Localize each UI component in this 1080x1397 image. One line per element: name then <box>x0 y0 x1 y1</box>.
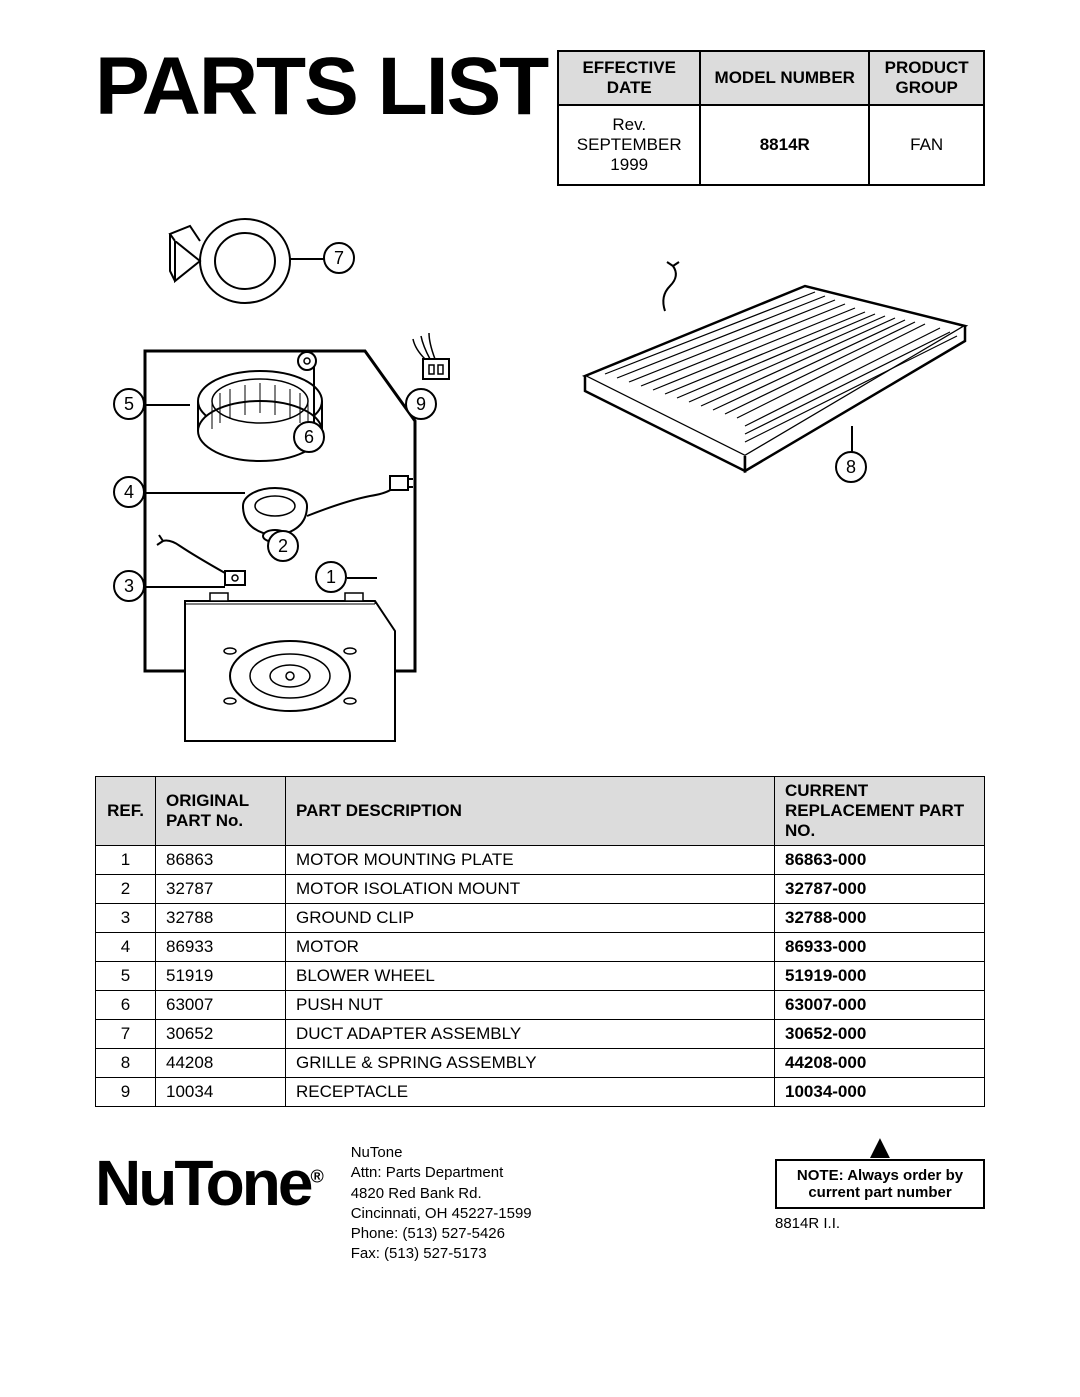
cell-orig: 30652 <box>156 1020 286 1049</box>
cell-desc: GROUND CLIP <box>286 904 775 933</box>
callout-4: 4 <box>113 476 145 508</box>
duct-adapter-drawing <box>145 216 305 311</box>
callout-5: 5 <box>113 388 145 420</box>
cell-curr: 32787-000 <box>775 875 985 904</box>
table-row: 844208GRILLE & SPRING ASSEMBLY44208-000 <box>96 1049 985 1078</box>
address-line: 4820 Red Bank Rd. <box>351 1184 745 1204</box>
info-effective-date: Rev. SEPTEMBER 1999 <box>558 105 700 185</box>
document-id: 8814R I.I. <box>775 1215 840 1232</box>
cell-curr: 86933-000 <box>775 933 985 962</box>
logo-text: NuTone <box>95 1147 310 1219</box>
nutone-logo: NuTone® <box>95 1137 321 1215</box>
callout-7: 7 <box>323 242 355 274</box>
cell-curr: 86863-000 <box>775 846 985 875</box>
arrow-up-icon: ▲ <box>863 1137 897 1157</box>
callout-3: 3 <box>113 570 145 602</box>
cell-desc: RECEPTACLE <box>286 1078 775 1107</box>
cell-ref: 2 <box>96 875 156 904</box>
table-row: 232787MOTOR ISOLATION MOUNT32787-000 <box>96 875 985 904</box>
table-row: 551919BLOWER WHEEL51919-000 <box>96 962 985 991</box>
leader-1 <box>347 577 377 579</box>
address-line: NuTone <box>351 1143 745 1163</box>
cell-desc: MOTOR MOUNTING PLATE <box>286 846 775 875</box>
leader-7 <box>290 258 325 260</box>
info-date-text: Rev. SEPTEMBER 1999 <box>577 115 682 174</box>
table-row: 730652DUCT ADAPTER ASSEMBLY30652-000 <box>96 1020 985 1049</box>
table-row: 186863MOTOR MOUNTING PLATE86863-000 <box>96 846 985 875</box>
callout-8: 8 <box>835 451 867 483</box>
leader-8 <box>851 426 853 452</box>
parts-header-curr: CURRENT REPLACEMENT PART NO. <box>775 777 985 846</box>
cell-orig: 32787 <box>156 875 286 904</box>
page-title: PARTS LIST <box>95 48 547 126</box>
info-table: EFFECTIVE DATE MODEL NUMBER PRODUCT GROU… <box>557 50 985 186</box>
parts-header-orig: ORIGINAL PART No. <box>156 777 286 846</box>
cell-curr: 10034-000 <box>775 1078 985 1107</box>
cell-desc: PUSH NUT <box>286 991 775 1020</box>
info-header-model: MODEL NUMBER <box>700 51 869 105</box>
receptacle-drawing <box>405 331 465 386</box>
info-header-group: PRODUCT GROUP <box>869 51 984 105</box>
cell-ref: 4 <box>96 933 156 962</box>
cell-curr: 30652-000 <box>775 1020 985 1049</box>
callout-2: 2 <box>267 530 299 562</box>
leader-4 <box>145 492 245 494</box>
cell-orig: 51919 <box>156 962 286 991</box>
table-row: 332788GROUND CLIP32788-000 <box>96 904 985 933</box>
address-line: Fax: (513) 527-5173 <box>351 1244 745 1264</box>
cell-desc: DUCT ADAPTER ASSEMBLY <box>286 1020 775 1049</box>
cell-desc: MOTOR ISOLATION MOUNT <box>286 875 775 904</box>
cell-orig: 86863 <box>156 846 286 875</box>
cell-desc: MOTOR <box>286 933 775 962</box>
parts-table: REF. ORIGINAL PART No. PART DESCRIPTION … <box>95 776 985 1107</box>
callout-1: 1 <box>315 561 347 593</box>
cell-curr: 44208-000 <box>775 1049 985 1078</box>
registered-icon: ® <box>310 1167 320 1187</box>
callout-9: 9 <box>405 388 437 420</box>
info-model-number: 8814R <box>700 105 869 185</box>
order-note: NOTE: Always order by current part numbe… <box>775 1159 985 1209</box>
cell-curr: 63007-000 <box>775 991 985 1020</box>
exploded-diagram: 7 <box>95 206 985 766</box>
cell-orig: 63007 <box>156 991 286 1020</box>
table-row: 663007PUSH NUT63007-000 <box>96 991 985 1020</box>
cell-ref: 3 <box>96 904 156 933</box>
footer: NuTone® NuToneAttn: Parts Department4820… <box>95 1137 985 1265</box>
cell-desc: BLOWER WHEEL <box>286 962 775 991</box>
cell-ref: 5 <box>96 962 156 991</box>
cell-ref: 6 <box>96 991 156 1020</box>
cell-curr: 51919-000 <box>775 962 985 991</box>
cell-ref: 8 <box>96 1049 156 1078</box>
parts-header-ref: REF. <box>96 777 156 846</box>
table-row: 910034RECEPTACLE10034-000 <box>96 1078 985 1107</box>
cell-orig: 10034 <box>156 1078 286 1107</box>
cell-desc: GRILLE & SPRING ASSEMBLY <box>286 1049 775 1078</box>
leader-3 <box>145 586 225 588</box>
cell-ref: 7 <box>96 1020 156 1049</box>
leader-6 <box>313 366 315 424</box>
address-line: Attn: Parts Department <box>351 1163 745 1183</box>
address-line: Phone: (513) 527-5426 <box>351 1224 745 1244</box>
info-header-date: EFFECTIVE DATE <box>558 51 700 105</box>
cell-curr: 32788-000 <box>775 904 985 933</box>
cell-orig: 32788 <box>156 904 286 933</box>
cell-orig: 86933 <box>156 933 286 962</box>
parts-header-desc: PART DESCRIPTION <box>286 777 775 846</box>
grille-drawing <box>545 256 975 496</box>
cell-ref: 9 <box>96 1078 156 1107</box>
callout-6: 6 <box>293 421 325 453</box>
cell-ref: 1 <box>96 846 156 875</box>
info-product-group: FAN <box>869 105 984 185</box>
leader-5 <box>145 404 190 406</box>
address-line: Cincinnati, OH 45227-1599 <box>351 1204 745 1224</box>
table-row: 486933MOTOR86933-000 <box>96 933 985 962</box>
company-address: NuToneAttn: Parts Department4820 Red Ban… <box>351 1137 745 1265</box>
cell-orig: 44208 <box>156 1049 286 1078</box>
